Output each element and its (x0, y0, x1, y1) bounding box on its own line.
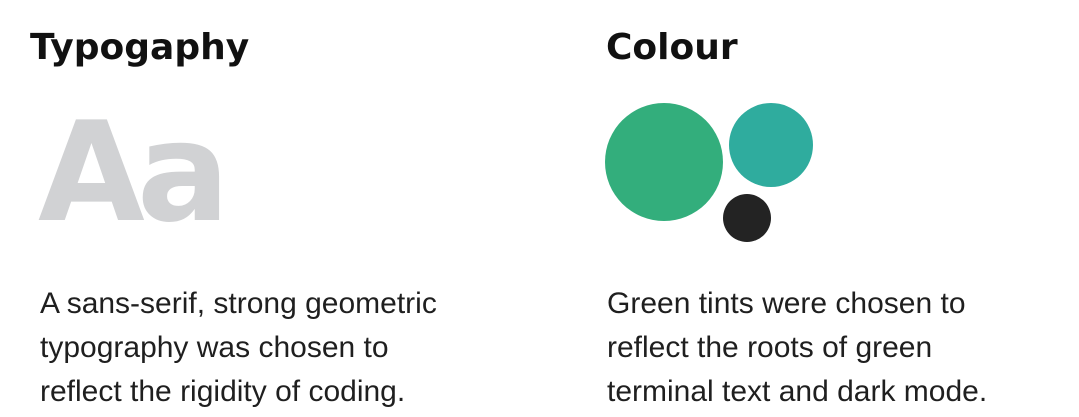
colour-description: Green tints were chosen to reflect the r… (607, 282, 987, 414)
typography-description-line: typography was chosen to (40, 331, 389, 364)
green-colour-swatch (605, 103, 723, 221)
colour-description-line: reflect the roots of green (607, 331, 933, 364)
teal-colour-swatch (729, 103, 813, 187)
typography-description: A sans-serif, strong geometric typograph… (40, 282, 437, 414)
typography-description-line: reflect the rigidity of coding. (40, 375, 406, 408)
typography-title: Typogaphy (30, 27, 250, 68)
colour-description-line: Green tints were chosen to (607, 287, 966, 320)
colour-title: Colour (606, 27, 738, 68)
typography-description-line: A sans-serif, strong geometric (40, 287, 437, 320)
type-specimen: Aa (38, 92, 230, 253)
colour-description-line: terminal text and dark mode. (607, 375, 988, 408)
dark-colour-swatch (723, 194, 771, 242)
